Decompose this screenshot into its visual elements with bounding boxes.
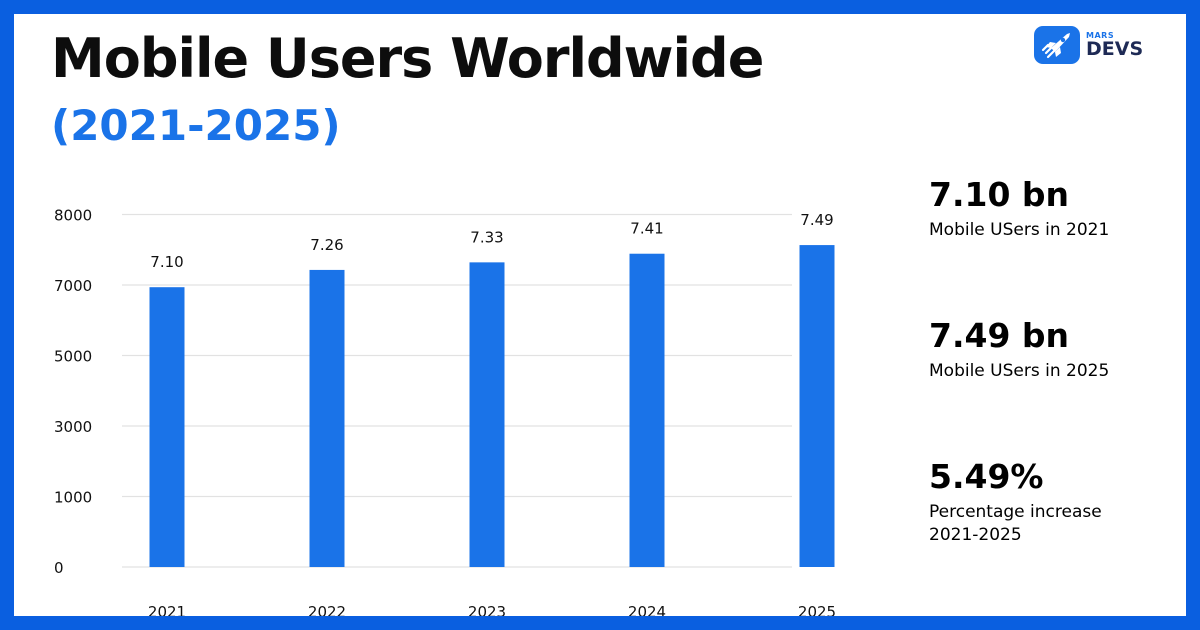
x-tick-label: 2023 — [468, 603, 506, 616]
bar-2022 — [309, 269, 345, 567]
x-tick-label: 2024 — [628, 603, 666, 616]
stat-card-users-2025: 7.49 bn Mobile USers in 2025 — [907, 304, 1155, 426]
stat-value: 7.10 bn — [929, 175, 1070, 214]
y-tick-label: 3000 — [54, 418, 92, 436]
data-label: 7.10 — [150, 253, 183, 271]
stat-card-percentage-increase: 5.49% Percentage increase 2021-2025 — [907, 445, 1155, 567]
stat-description: Percentage increase 2021-2025 — [929, 501, 1102, 545]
bar-chart: 0 1000 3000 5000 7000 8000 7.10 2021 7.26 2022 7.3… — [54, 207, 836, 617]
y-tick-label: 5000 — [54, 348, 92, 366]
y-tick-label: 0 — [54, 559, 64, 577]
x-tick-label: 2021 — [148, 603, 186, 616]
data-label: 7.41 — [630, 220, 663, 238]
bar-2024 — [629, 253, 665, 567]
stat-description: Mobile USers in 2021 — [929, 219, 1110, 240]
rocket-icon — [1034, 26, 1080, 64]
y-tick-label: 7000 — [54, 277, 92, 295]
logo-small-text: MARS — [1086, 30, 1115, 40]
stat-card-users-2021: 7.10 bn Mobile USers in 2021 — [907, 163, 1155, 285]
x-tick-label: 2025 — [798, 603, 836, 616]
data-label: 7.26 — [310, 236, 343, 254]
data-label: 7.33 — [470, 228, 503, 246]
bar-2025 — [799, 245, 835, 567]
brand-logo: MARS DEVS — [1034, 26, 1143, 64]
stat-description: Mobile USers in 2025 — [929, 360, 1110, 381]
stat-value: 7.49 bn — [929, 316, 1070, 355]
bar-2021 — [149, 287, 185, 567]
page-subtitle: (2021-2025) — [51, 101, 341, 150]
infographic-card: Mobile Users Worldwide (2021-2025) MARS … — [14, 14, 1186, 616]
logo-big-text: DEVS — [1086, 37, 1144, 60]
y-tick-label: 8000 — [54, 207, 92, 225]
stat-value: 5.49% — [929, 457, 1044, 496]
y-tick-label: 1000 — [54, 489, 92, 507]
bar-2023 — [469, 262, 505, 567]
x-tick-label: 2022 — [308, 603, 346, 616]
page-title: Mobile Users Worldwide — [51, 27, 764, 90]
data-label: 7.49 — [800, 211, 833, 229]
